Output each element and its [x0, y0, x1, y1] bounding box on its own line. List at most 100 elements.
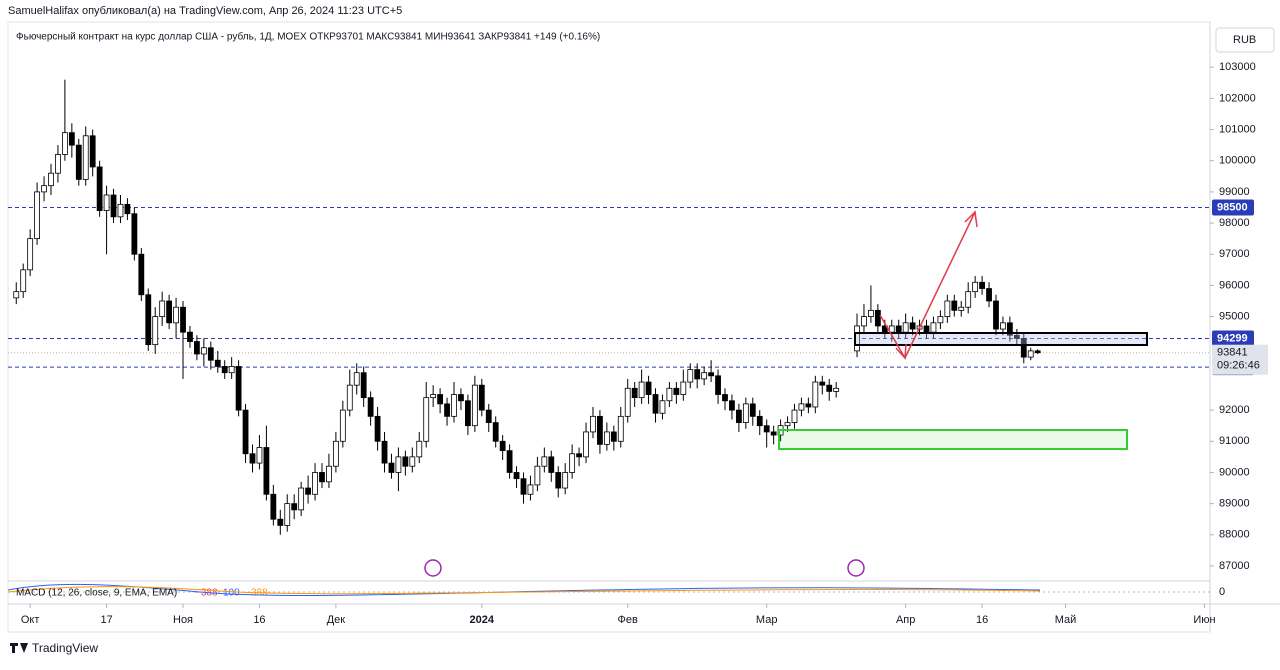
plot-frame: [7, 21, 1211, 633]
y-tick-label: 97000: [1219, 248, 1250, 260]
candle-body: [61, 132, 68, 155]
candle-body: [346, 384, 353, 411]
candle-body: [687, 369, 694, 383]
candle-body: [666, 387, 673, 402]
candle-body: [339, 409, 346, 442]
currency-button[interactable]: [1215, 27, 1275, 53]
candle-body: [465, 400, 471, 427]
y-tick-label: 103000: [1219, 61, 1256, 73]
event-icon[interactable]: [424, 559, 442, 577]
event-icon[interactable]: [847, 559, 865, 577]
candle-body: [228, 366, 235, 374]
candle-body: [82, 135, 89, 180]
x-tick-label: 16: [976, 614, 988, 626]
x-tick-label: Май: [1055, 614, 1077, 626]
candle-body: [353, 372, 360, 386]
candle-body: [284, 503, 291, 526]
candle-body: [180, 306, 186, 333]
candle-body: [103, 194, 110, 211]
candle-body: [562, 472, 569, 489]
candle-body: [673, 387, 680, 395]
last-price: 93841: [1217, 347, 1248, 359]
candle-body: [131, 213, 138, 255]
candle-body: [993, 300, 999, 330]
candle-body: [249, 453, 256, 464]
candle-body: [402, 456, 409, 467]
candle-body: [603, 431, 610, 445]
macd-label: MACD (12, 26, close, 9, EMA, EMA): [16, 588, 177, 599]
candle-body: [117, 203, 124, 218]
macd-value: −388: [195, 588, 218, 599]
x-tick-label: Дек: [327, 614, 346, 626]
candle-body: [305, 487, 311, 495]
candle-body: [55, 154, 61, 174]
candle-body: [451, 394, 457, 417]
candle-body: [694, 369, 701, 380]
candle-body: [1000, 322, 1006, 330]
candle-body: [784, 422, 791, 427]
candle-body: [270, 493, 277, 520]
macd-tick-label: 0: [1219, 586, 1225, 598]
y-tick-label: 90000: [1219, 466, 1250, 478]
x-tick-label: Фев: [618, 614, 638, 626]
countdown: 09:26:46: [1217, 360, 1260, 372]
x-tick-label: Ноя: [173, 614, 193, 626]
candle-body: [812, 381, 819, 408]
candle-body: [798, 403, 805, 411]
candle-body: [374, 415, 381, 442]
y-tick-label: 96000: [1219, 279, 1250, 291]
candle-body: [499, 440, 506, 452]
candle-body: [381, 440, 388, 464]
candle-body: [715, 375, 721, 395]
candle-body: [965, 291, 972, 308]
price-label: 94299: [1217, 332, 1248, 344]
macd-line: [7, 583, 1041, 596]
candle-body: [145, 294, 152, 346]
arrow-head: [964, 210, 978, 228]
candle-body: [701, 372, 708, 380]
y-tick-label: 89000: [1219, 498, 1250, 510]
candle-body: [48, 172, 54, 187]
candle-body: [735, 409, 742, 423]
x-tick-label: Окт: [21, 614, 40, 626]
candle-body: [298, 487, 305, 511]
candle-body: [680, 381, 687, 395]
zone-box: [778, 429, 1128, 450]
candle-body: [124, 203, 131, 215]
candle-body: [388, 462, 395, 473]
candle-body: [979, 281, 985, 289]
candle-body: [763, 425, 770, 433]
candle-body: [89, 135, 96, 168]
candle-body: [492, 422, 499, 442]
candle-body: [555, 472, 562, 489]
candle-body: [1020, 338, 1027, 358]
x-tick-label: 17: [100, 614, 112, 626]
last-label-box: [1212, 344, 1268, 375]
candle-body: [409, 456, 416, 467]
candle-body: [214, 359, 221, 367]
candle-body: [513, 472, 520, 480]
y-tick-label: 92000: [1219, 404, 1250, 416]
candle-body: [242, 409, 249, 455]
marks: 87000 88000 89000 90000 91000 92000 95000 96000…: [8, 61, 1268, 626]
candle-body: [471, 384, 478, 427]
candle-body: [13, 291, 20, 299]
candle-body: [27, 238, 34, 271]
candle-body: [638, 381, 645, 399]
brand: TradingView: [32, 641, 98, 655]
byline: SamuelHalifax опубликовал(а) на TradingV…: [8, 5, 402, 17]
candle-body: [1013, 334, 1020, 339]
x-tick-label: 2024: [470, 614, 495, 626]
candle-body: [722, 394, 728, 402]
candle-body: [478, 384, 485, 411]
candle-body: [861, 316, 867, 327]
candle-body: [256, 447, 263, 464]
price-label: 98500: [1217, 201, 1248, 213]
candle-body: [958, 306, 965, 311]
candle-body: [534, 465, 541, 486]
candle-body: [944, 300, 951, 317]
candle-body: [367, 397, 374, 417]
candle-body: [277, 518, 284, 526]
y-tick-label: 88000: [1219, 529, 1250, 541]
candle-body: [1027, 350, 1034, 358]
